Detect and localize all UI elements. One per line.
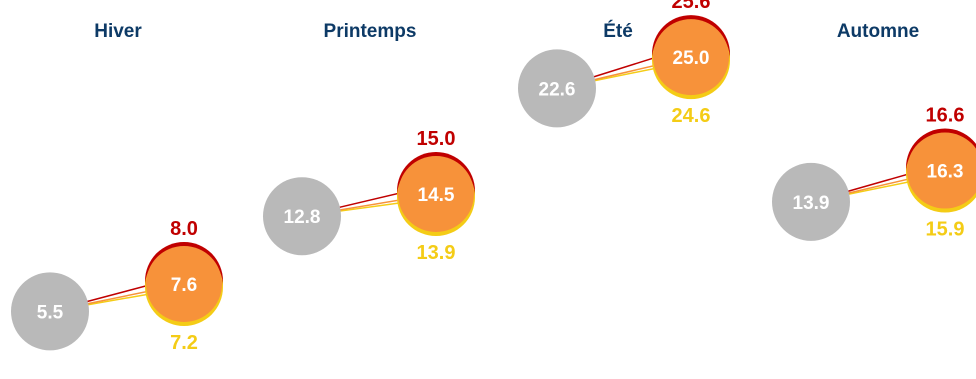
high-value: 16.6 xyxy=(926,105,965,127)
season-title-hiver: Hiver xyxy=(94,21,142,42)
season-group-printemps: Printemps 12.8 14.5 15.0 13.9 xyxy=(263,21,475,264)
season-title-ete: Été xyxy=(603,20,633,42)
median-bubble xyxy=(146,246,222,323)
baseline-bubble xyxy=(518,49,596,128)
season-group-ete: Été 22.6 25.0 25.6 24.6 xyxy=(518,0,730,128)
low-value: 24.6 xyxy=(672,105,711,127)
median-value: 7.6 xyxy=(171,275,197,296)
high-value: 8.0 xyxy=(170,218,198,240)
baseline-value: 22.6 xyxy=(539,79,576,100)
high-value: 25.6 xyxy=(672,0,711,13)
median-value: 14.5 xyxy=(418,185,455,206)
baseline-bubble xyxy=(263,177,341,256)
baseline-value: 5.5 xyxy=(37,302,64,323)
high-value: 15.0 xyxy=(417,128,456,150)
season-group-hiver: Hiver 5.5 7.6 8.0 7.2 xyxy=(11,21,223,354)
median-bubble xyxy=(907,132,976,209)
baseline-bubble xyxy=(11,272,89,351)
median-value: 25.0 xyxy=(673,48,710,69)
season-group-automne: Automne 13.9 16.3 16.6 15.9 xyxy=(772,21,976,241)
baseline-bubble xyxy=(772,162,850,241)
median-value: 16.3 xyxy=(927,162,964,183)
low-value: 7.2 xyxy=(170,332,198,354)
low-value: 15.9 xyxy=(926,219,965,241)
baseline-value: 13.9 xyxy=(793,193,830,214)
season-title-automne: Automne xyxy=(837,21,919,42)
low-value: 13.9 xyxy=(417,242,456,264)
median-bubble xyxy=(653,19,729,96)
baseline-value: 12.8 xyxy=(284,207,321,228)
season-title-printemps: Printemps xyxy=(324,21,417,42)
median-bubble xyxy=(398,156,474,233)
